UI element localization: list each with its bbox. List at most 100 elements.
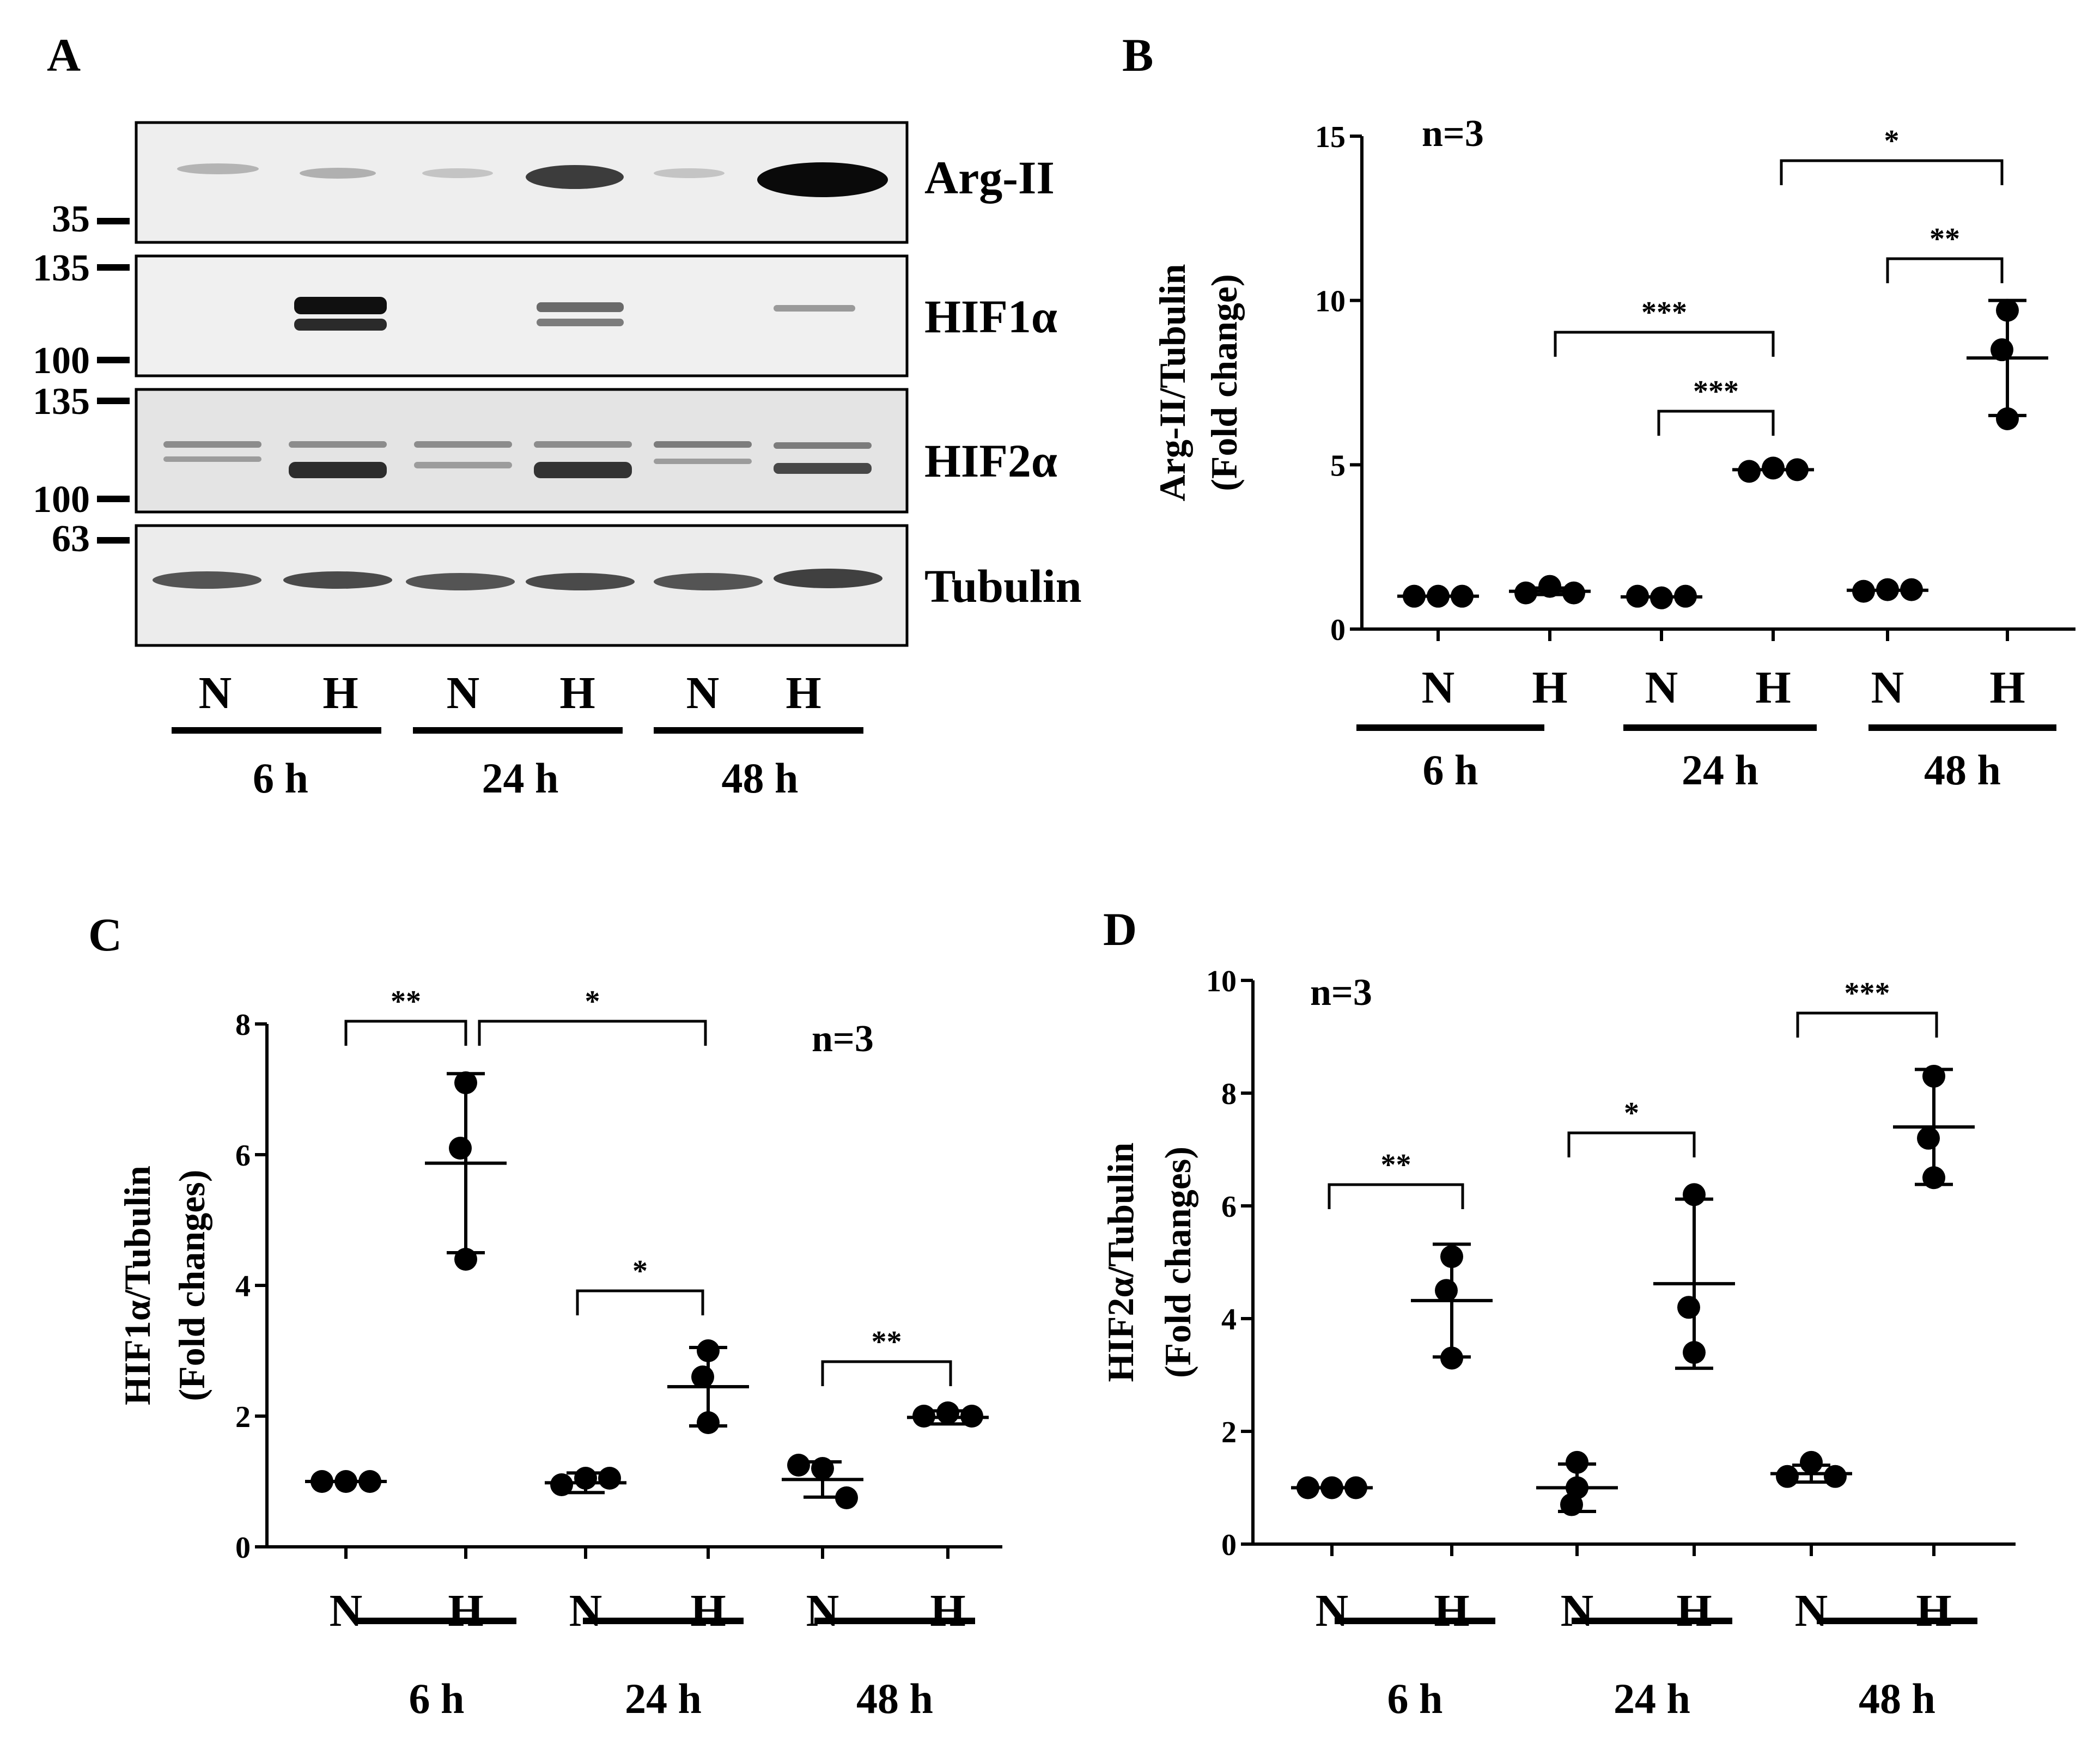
blot-band [654, 168, 725, 178]
data-point [1922, 1166, 1945, 1190]
blot-band [294, 319, 387, 331]
y-axis-label-sub: (Fold changes) [1157, 1147, 1198, 1378]
lane-label: N [686, 668, 720, 718]
mw-label: 135 [33, 247, 90, 289]
condition-label: N [569, 1586, 602, 1636]
data-point [1677, 1296, 1700, 1319]
significance-label: *** [1693, 375, 1739, 408]
data-point [1996, 298, 2019, 322]
blot-band [406, 573, 515, 590]
significance-label: ** [1381, 1148, 1411, 1182]
data-point [454, 1071, 477, 1094]
time-underline [357, 1618, 516, 1624]
time-label: 6 h [253, 754, 308, 802]
condition-label: N [1871, 662, 1904, 713]
time-label: 48 h [1924, 746, 2001, 794]
data-point [1852, 580, 1875, 603]
condition-label: N [806, 1586, 839, 1636]
blot-label-hif2a: HIF2α [924, 435, 1057, 487]
significance-label: * [632, 1254, 648, 1288]
y-tick-label: 2 [235, 1400, 251, 1434]
time-label: 24 h [482, 754, 559, 802]
data-point [311, 1470, 333, 1493]
data-point [1440, 1346, 1463, 1370]
mw-label: 100 [33, 340, 90, 382]
data-point [787, 1454, 810, 1477]
time-underline [1817, 1618, 1977, 1624]
data-point [574, 1467, 597, 1490]
blot-band [177, 163, 259, 174]
significance-bracket [1554, 331, 1775, 357]
data-point [1650, 586, 1673, 609]
time-underline [1572, 1618, 1732, 1624]
time-underline [654, 727, 863, 734]
data-point [1562, 581, 1585, 605]
data-point [936, 1401, 959, 1424]
blot-band [534, 462, 632, 478]
data-point [1996, 407, 2019, 430]
significance-bracket [1657, 410, 1775, 436]
data-point [1786, 458, 1809, 481]
panel-a: A [33, 29, 1082, 802]
y-axis-label-sub: (Fold change) [1203, 274, 1245, 491]
time-label: 24 h [1682, 746, 1758, 794]
mw-label: 35 [52, 198, 90, 240]
blot-band [537, 319, 624, 326]
data-point [912, 1405, 935, 1428]
mw-tick [97, 218, 130, 224]
blot-band [422, 168, 493, 178]
y-tick-label: 10 [1206, 965, 1237, 998]
data-point [1824, 1465, 1847, 1488]
blot-band [757, 162, 888, 197]
blot-band [283, 571, 392, 589]
condition-label: H [1532, 662, 1567, 713]
time-label: 6 h [1423, 746, 1478, 794]
y-tick-label: 6 [1221, 1190, 1237, 1224]
significance-label: ** [391, 985, 421, 1019]
n-label: n=3 [1422, 113, 1484, 155]
significance-bracket [478, 1020, 707, 1046]
blot-band [774, 305, 855, 312]
condition-label: N [1795, 1586, 1828, 1636]
mw-tick [97, 357, 130, 363]
data-point [1876, 578, 1899, 601]
time-label: 24 h [1614, 1675, 1690, 1722]
n-label: n=3 [1310, 972, 1372, 1014]
data-point [811, 1457, 834, 1480]
blot-band [526, 573, 635, 590]
y-axis-label-sub: (Fold changes) [171, 1170, 212, 1401]
time-label: 6 h [409, 1675, 465, 1722]
blot-band [294, 297, 387, 314]
lane-label: N [447, 668, 480, 718]
data-point [1427, 584, 1450, 608]
panel-letter-a: A [47, 29, 81, 81]
blot-band [163, 441, 261, 448]
data-point [1922, 1064, 1945, 1088]
time-underline [583, 1618, 744, 1624]
condition-label: H [1755, 662, 1791, 713]
time-underline [1335, 1618, 1495, 1624]
y-tick-label: 6 [235, 1139, 251, 1173]
data-point [697, 1411, 720, 1434]
y-tick-label: 2 [1221, 1416, 1237, 1449]
condition-label: N [1316, 1586, 1349, 1636]
data-point [1683, 1183, 1706, 1206]
data-point [1320, 1476, 1343, 1499]
y-tick-label: 5 [1330, 449, 1346, 483]
blot-band [289, 441, 387, 448]
significance-label: ** [1929, 222, 1960, 256]
significance-bracket [1780, 159, 2004, 185]
significance-bracket [821, 1360, 952, 1386]
time-label: 48 h [1859, 1675, 1935, 1722]
data-point [1762, 456, 1785, 480]
y-tick-label: 4 [235, 1270, 251, 1303]
blot-band [774, 463, 872, 474]
y-tick-label: 0 [235, 1531, 251, 1565]
data-point [550, 1473, 573, 1496]
significance-bracket [1567, 1131, 1696, 1157]
blot-label-hif1a: HIF1α [924, 290, 1057, 343]
condition-label: H [690, 1586, 726, 1636]
condition-label: H [1989, 662, 2025, 713]
